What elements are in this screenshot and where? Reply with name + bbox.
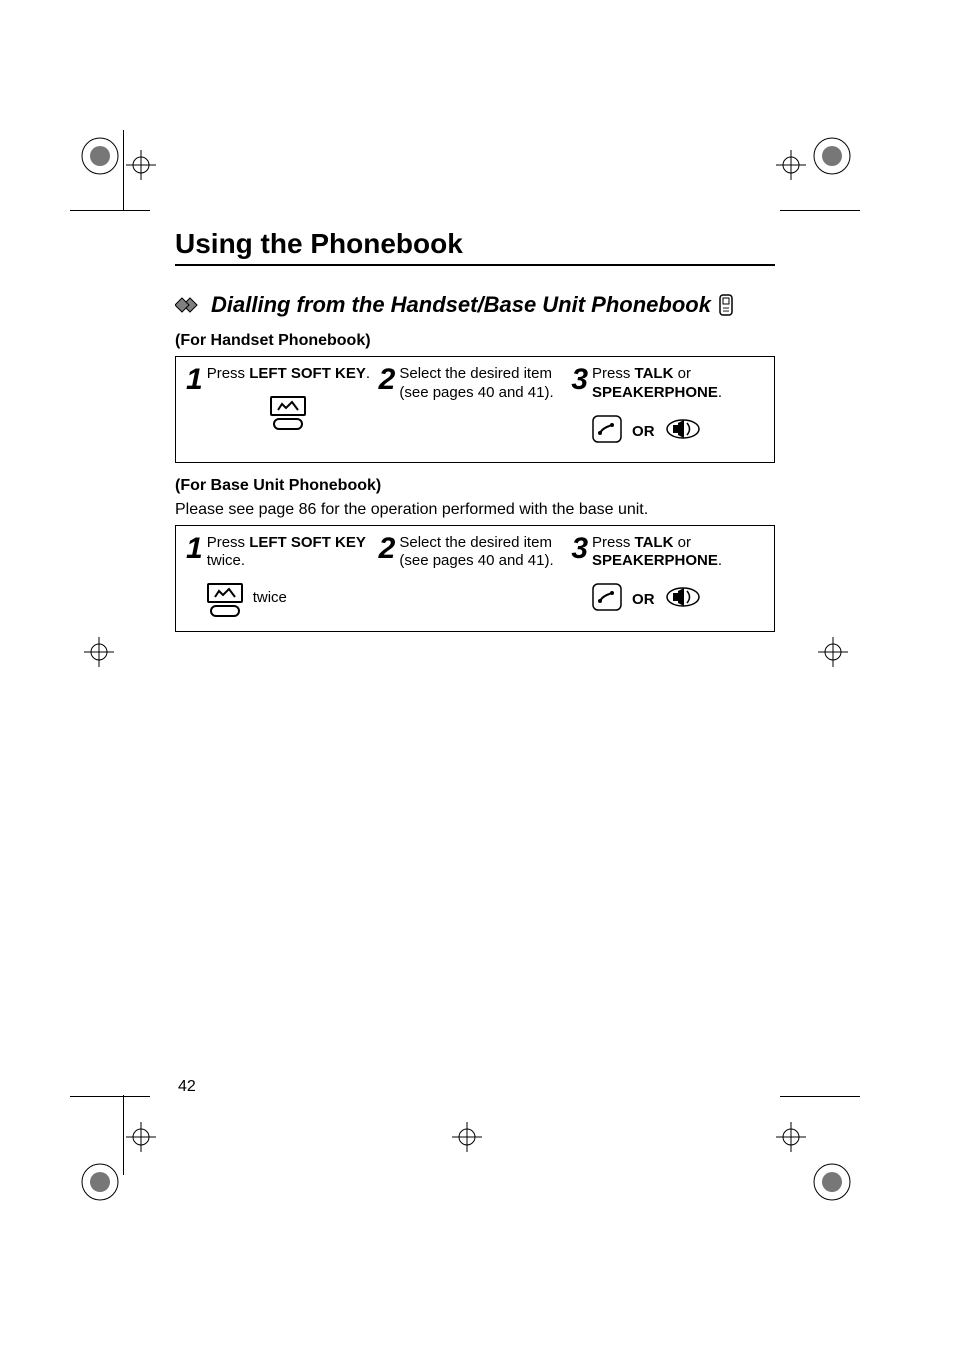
handset-steps-box: 1 Press LEFT SOFT KEY. 2 Select the desi… [175,356,775,463]
step-3: 3 Press TALK or SPEAKERPHONE. OR [571,534,764,618]
talk-button-icon [592,415,622,448]
text-bold: TALK [635,534,674,551]
crop-mark [123,130,124,210]
baseunit-subheading: (For Base Unit Phonebook) [175,477,775,495]
crosshair-icon [776,1122,806,1152]
title-rule [175,264,775,266]
crosshair-icon [84,637,114,667]
registration-mark-icon [78,134,122,178]
handset-icon [717,294,735,316]
section-title: Dialling from the Handset/Base Unit Phon… [211,292,711,318]
registration-mark-icon [810,1160,854,1204]
step-number: 1 [186,365,203,395]
step-text: Select the desired item (see pages 40 an… [399,534,571,572]
step-1: 1 Press LEFT SOFT KEY twice. twice [186,534,379,618]
text: or [673,534,691,551]
page: Using the Phonebook Dialling from the Ha… [0,0,954,1351]
diamond-bullet-icon [175,295,205,315]
left-soft-key-icon [207,396,370,430]
crop-mark [70,1096,150,1097]
baseunit-steps-box: 1 Press LEFT SOFT KEY twice. twice [175,525,775,633]
text-bold: LEFT SOFT KEY [249,534,366,551]
registration-mark-icon [810,134,854,178]
step-1: 1 Press LEFT SOFT KEY. [186,365,379,448]
crosshair-icon [126,150,156,180]
section-heading: Dialling from the Handset/Base Unit Phon… [175,292,775,318]
crop-mark [780,1096,860,1097]
handset-subheading: (For Handset Phonebook) [175,332,775,350]
text: . [718,552,722,569]
or-label: OR [632,591,655,608]
speakerphone-button-icon [665,418,701,445]
crop-mark [123,1095,124,1175]
step-2: 2 Select the desired item (see pages 40 … [379,365,572,448]
crosshair-icon [452,1122,482,1152]
text: twice. [207,552,245,569]
step-text: Press LEFT SOFT KEY. [207,365,370,384]
text: or [673,365,691,382]
crosshair-icon [126,1122,156,1152]
or-label: OR [632,423,655,440]
crosshair-icon [818,637,848,667]
page-number: 42 [178,1078,196,1096]
text: Press [592,534,635,551]
text-bold: SPEAKERPHONE [592,552,718,569]
text-bold: SPEAKERPHONE [592,384,718,401]
text: . [718,384,722,401]
crop-mark [780,210,860,211]
text: Press [207,534,250,551]
step-text: Press LEFT SOFT KEY twice. [207,534,379,572]
twice-label: twice [253,589,287,606]
text-bold: TALK [635,365,674,382]
step-number: 3 [571,365,588,395]
talk-button-icon [592,583,622,616]
text: Press [592,365,635,382]
step-text: Press TALK or SPEAKERPHONE. [592,365,764,403]
step-text: Press TALK or SPEAKERPHONE. [592,534,764,572]
step-2: 2 Select the desired item (see pages 40 … [379,534,572,618]
registration-mark-icon [78,1160,122,1204]
speakerphone-button-icon [665,586,701,613]
baseunit-note: Please see page 86 for the operation per… [175,501,775,519]
text: . [366,365,370,382]
content-area: Using the Phonebook Dialling from the Ha… [175,228,775,632]
step-3: 3 Press TALK or SPEAKERPHONE. OR [571,365,764,448]
crop-mark [70,210,150,211]
step-number: 3 [571,534,588,564]
left-soft-key-icon [207,583,243,617]
text: Press [207,365,250,382]
text-bold: LEFT SOFT KEY [249,365,366,382]
step-number: 2 [379,534,396,564]
step-text: Select the desired item (see pages 40 an… [399,365,571,403]
step-number: 1 [186,534,203,564]
crosshair-icon [776,150,806,180]
step-number: 2 [379,365,396,395]
chapter-title: Using the Phonebook [175,228,775,260]
